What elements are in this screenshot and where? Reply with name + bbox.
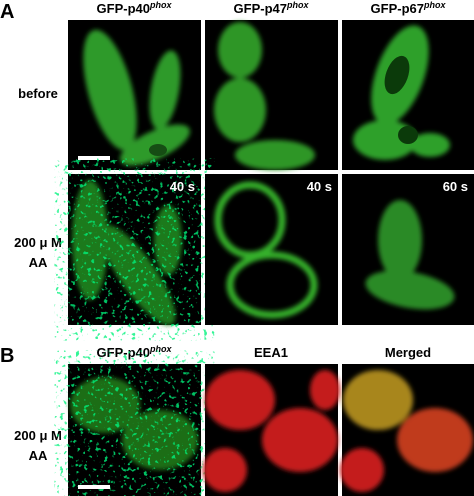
text: GFP-p40	[97, 345, 150, 360]
text: phox	[149, 0, 172, 10]
text: phox	[149, 344, 172, 354]
micrograph	[68, 364, 201, 496]
micrograph	[340, 364, 474, 496]
micrograph: 40 s	[205, 174, 338, 325]
micrograph: 40 s	[68, 174, 201, 326]
row-label: 200 μ M	[14, 428, 62, 443]
text: GFP-p67	[371, 1, 424, 16]
column-header: Merged	[385, 345, 431, 360]
panel-label: A	[0, 1, 14, 23]
column-header: GFP-p47phox	[234, 0, 310, 16]
text: GFP-p40	[97, 1, 150, 16]
text: GFP-p47	[234, 1, 287, 16]
column-header: EEA1	[254, 345, 288, 360]
micrograph: 60 s	[342, 174, 474, 325]
row-label: AA	[29, 255, 48, 270]
time-label: 40 s	[170, 179, 195, 194]
column-header: GFP-p40phox	[97, 344, 173, 360]
column-header: GFP-p40phox	[97, 0, 173, 16]
time-label: 40 s	[307, 179, 332, 194]
row-label: AA	[29, 448, 48, 463]
panel-label: B	[0, 345, 14, 367]
row-label: before	[18, 86, 58, 101]
micrograph	[205, 20, 338, 170]
column-header: GFP-p67phox	[371, 0, 447, 16]
time-label: 60 s	[443, 179, 468, 194]
micrograph	[203, 364, 340, 496]
micrograph	[342, 20, 474, 170]
micrograph	[68, 20, 201, 170]
text: phox	[286, 0, 309, 10]
row-label: 200 μ M	[14, 235, 62, 250]
text: phox	[423, 0, 446, 10]
